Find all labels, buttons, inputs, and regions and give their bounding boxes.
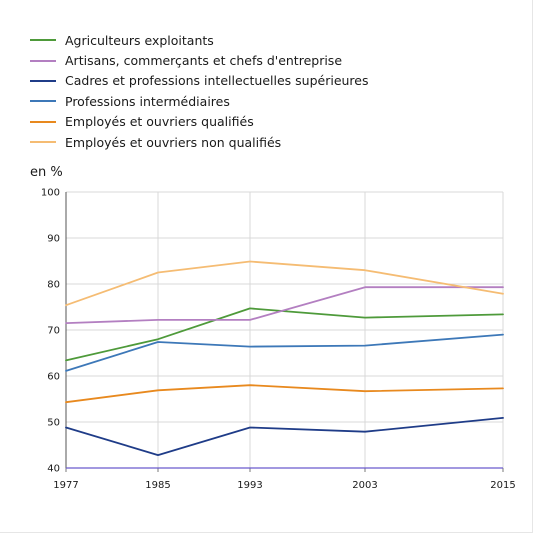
legend-item-cadres-et-professions-intellectuelles-superieures: Cadres et professions intellectuelles su… — [30, 71, 369, 91]
legend-item-artisans-commercants-et-chefs-d-entreprise: Artisans, commerçants et chefs d'entrepr… — [30, 50, 369, 70]
x-tick-label-1977: 1977 — [53, 480, 78, 491]
gridlines — [65, 191, 504, 472]
x-tick-label-2003: 2003 — [352, 480, 377, 491]
legend-swatch — [30, 79, 56, 82]
legend-label: Employés et ouvriers non qualifiés — [65, 134, 282, 150]
legend-swatch — [30, 100, 56, 103]
legend-item-employes-et-ouvriers-qualifies: Employés et ouvriers qualifiés — [30, 112, 369, 132]
x-tick-label-2015: 2015 — [490, 480, 515, 491]
series-line-agriculteurs-exploitants — [65, 307, 504, 362]
series-line-cadres-et-professions-intellectuelles-superieures — [65, 416, 504, 457]
y-axis-unit-label: en % — [30, 165, 63, 180]
legend-item-professions-intermediaires: Professions intermédiaires — [30, 91, 369, 111]
y-tick-label-100: 100 — [41, 188, 60, 199]
y-tick-label-40: 40 — [47, 464, 60, 475]
y-tick-label-50: 50 — [47, 418, 60, 429]
legend-swatch — [30, 59, 56, 62]
legend-label: Professions intermédiaires — [65, 93, 230, 109]
axes — [65, 192, 503, 469]
legend-swatch — [30, 141, 56, 144]
legend-label: Cadres et professions intellectuelles su… — [65, 73, 369, 89]
series-lines — [65, 260, 504, 457]
y-tick-label-90: 90 — [47, 234, 60, 245]
y-tick-label-80: 80 — [47, 280, 60, 291]
legend-label: Employés et ouvriers qualifiés — [65, 114, 254, 130]
legend-swatch — [30, 120, 56, 123]
tick-labels: 40 50 60 70 80 90 100 1977 1985 1993 2003 2015 — [41, 188, 516, 492]
y-tick-label-70: 70 — [47, 326, 60, 337]
series-line-professions-intermediaires — [65, 333, 504, 372]
series-line-employes-et-ouvriers-non-qualifies — [65, 260, 504, 307]
y-tick-label-60: 60 — [47, 372, 60, 383]
legend-item-agriculteurs-exploitants: Agriculteurs exploitants — [30, 30, 369, 50]
x-tick-label-1993: 1993 — [237, 480, 262, 491]
x-tick-label-1985: 1985 — [145, 480, 170, 491]
legend-label: Artisans, commerçants et chefs d'entrepr… — [65, 53, 343, 69]
legend-label: Agriculteurs exploitants — [65, 32, 214, 48]
legend: Agriculteurs exploitants Artisans, commer… — [30, 30, 369, 152]
series-line-employes-et-ouvriers-qualifies — [65, 384, 504, 404]
series-line-artisans-commercants-et-chefs-d-entreprise — [65, 286, 504, 325]
legend-item-employes-et-ouvriers-non-qualifies: Employés et ouvriers non qualifiés — [30, 132, 369, 152]
legend-swatch — [30, 39, 56, 42]
